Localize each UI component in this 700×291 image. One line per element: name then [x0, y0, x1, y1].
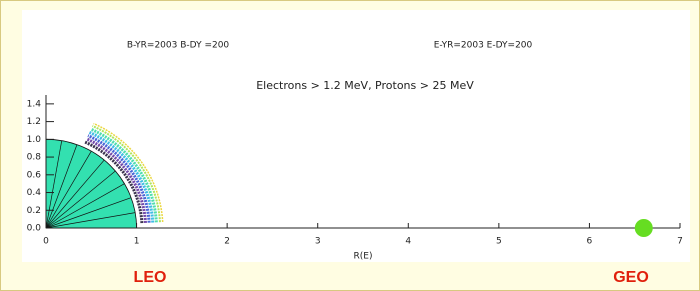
orbit-label: LEO [134, 269, 167, 286]
annotation: E-YR=2003 E-DY=200 [434, 41, 533, 51]
x-tick-label: 6 [587, 237, 593, 247]
x-tick-label: 4 [405, 237, 411, 247]
chart-title: Electrons > 1.2 MeV, Protons > 25 MeV [256, 79, 474, 92]
x-tick-label: 2 [224, 237, 230, 247]
y-tick-label: 1.0 [27, 135, 42, 145]
y-tick-label: 0.6 [27, 170, 42, 180]
x-tick-label: 5 [496, 237, 502, 247]
x-tick-label: 7 [677, 237, 683, 247]
y-tick-label: 1.4 [27, 99, 42, 109]
page: B-YR=2003 B-DY =200 E-YR=2003 E-DY=200 E… [0, 0, 700, 291]
annotation: B-YR=2003 B-DY =200 [127, 41, 230, 51]
y-tick-label: 0.8 [27, 153, 42, 163]
x-tick-label: 3 [315, 237, 321, 247]
y-tick-label: 0.0 [27, 224, 42, 234]
chart: B-YR=2003 B-DY =200 E-YR=2003 E-DY=200 E… [0, 0, 700, 291]
geo-point [635, 219, 653, 237]
y-tick-label: 1.2 [27, 117, 41, 127]
x-axis-label: R(E) [354, 252, 373, 262]
x-tick-label: 1 [134, 237, 140, 247]
y-tick-label: 0.4 [27, 188, 42, 198]
x-tick-label: 0 [43, 237, 49, 247]
y-tick-label: 0.2 [27, 206, 41, 216]
orbit-label: GEO [613, 269, 649, 286]
